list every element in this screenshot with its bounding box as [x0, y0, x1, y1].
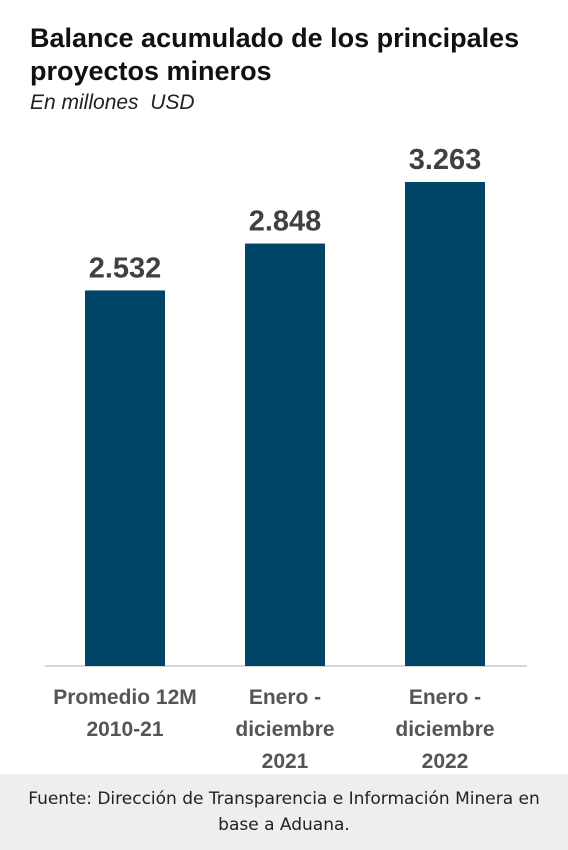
- category-label-0-line-1: 2010-21: [86, 718, 163, 741]
- category-label-2-line-2: 2022: [422, 750, 469, 773]
- value-label-1: 2.848: [249, 206, 322, 238]
- bar-2: [405, 182, 485, 666]
- category-label-2-line-0: Enero -: [409, 686, 481, 709]
- bar-chart: 2.532 Promedio 12M 2010-21 2.848 Enero - dici…: [45, 144, 527, 773]
- category-label-1-line-1: diciembre: [235, 718, 334, 741]
- chart-subtitle: En millones USD: [30, 91, 195, 114]
- source-note: Fuente: Dirección de Transparencia e Inf…: [28, 789, 540, 835]
- category-label-2-line-1: diciembre: [395, 718, 494, 741]
- chart-title: Balance acumulado de los principales pro…: [30, 23, 520, 86]
- value-label-2: 3.263: [409, 144, 482, 176]
- category-label-1-line-0: Enero -: [249, 686, 321, 709]
- bar-1: [245, 243, 325, 666]
- source-footer: Fuente: Dirección de Transparencia e Inf…: [0, 774, 568, 850]
- category-label-1-line-2: 2021: [262, 750, 309, 773]
- category-label-0-line-0: Promedio 12M: [53, 686, 197, 709]
- value-label-0: 2.532: [89, 252, 162, 284]
- bar-0: [85, 290, 165, 666]
